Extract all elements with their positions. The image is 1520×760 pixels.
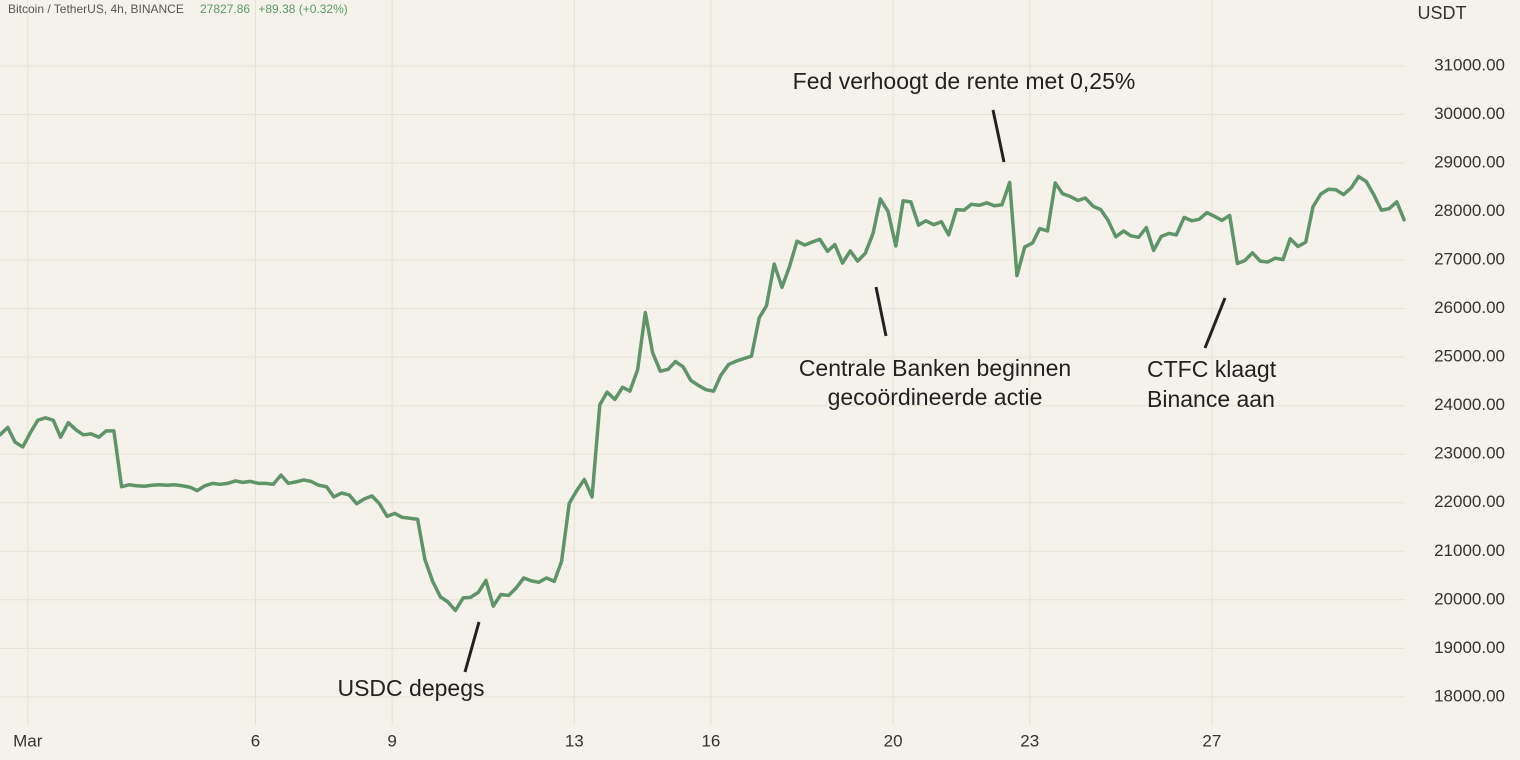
annotation: CTFC klaagt	[1147, 356, 1277, 382]
x-tick-label: 9	[387, 731, 396, 750]
y-tick-label: 31000.00	[1434, 55, 1505, 74]
x-tick-label: Mar	[13, 731, 43, 750]
change: +89.38 (+0.32%)	[258, 2, 347, 16]
y-tick-label: 27000.00	[1434, 250, 1505, 269]
annotation: Fed verhoogt de rente met 0,25%	[793, 68, 1136, 94]
x-tick-label: 16	[701, 731, 720, 750]
x-tick-label: 13	[565, 731, 584, 750]
annotation: USDC depegs	[337, 675, 484, 701]
y-tick-label: 21000.00	[1434, 541, 1505, 560]
y-tick-label: 24000.00	[1434, 395, 1505, 414]
price: 27827.86	[200, 2, 250, 16]
annotation-leader	[1203, 297, 1227, 349]
y-tick-label: 29000.00	[1434, 153, 1505, 172]
x-tick-label: 23	[1020, 731, 1039, 750]
symbol: Bitcoin / TetherUS, 4h, BINANCE	[8, 2, 184, 16]
y-tick-label: 19000.00	[1434, 638, 1505, 657]
grid	[0, 0, 1405, 725]
y-tick-label: 26000.00	[1434, 298, 1505, 317]
y-tick-label: 28000.00	[1434, 201, 1505, 220]
annotation-leader	[463, 621, 481, 673]
y-tick-label: 25000.00	[1434, 347, 1505, 366]
annotation: Binance aan	[1147, 386, 1275, 412]
annotation-leader	[991, 109, 1006, 163]
price-line	[0, 174, 1406, 613]
y-tick-label: 30000.00	[1434, 104, 1505, 123]
x-tick-label: 27	[1202, 731, 1221, 750]
y-tick-label: 23000.00	[1434, 444, 1505, 463]
x-tick-label: 20	[884, 731, 903, 750]
annotation-leader	[874, 286, 888, 337]
annotation: gecoördineerde actie	[828, 384, 1043, 410]
y-tick-label: 22000.00	[1434, 492, 1505, 511]
y-tick-label: 20000.00	[1434, 589, 1505, 608]
y-axis-label: USDT	[1418, 3, 1467, 23]
y-tick-label: 18000.00	[1434, 686, 1505, 705]
annotation: Centrale Banken beginnen	[799, 355, 1071, 381]
x-tick-label: 6	[251, 731, 260, 750]
